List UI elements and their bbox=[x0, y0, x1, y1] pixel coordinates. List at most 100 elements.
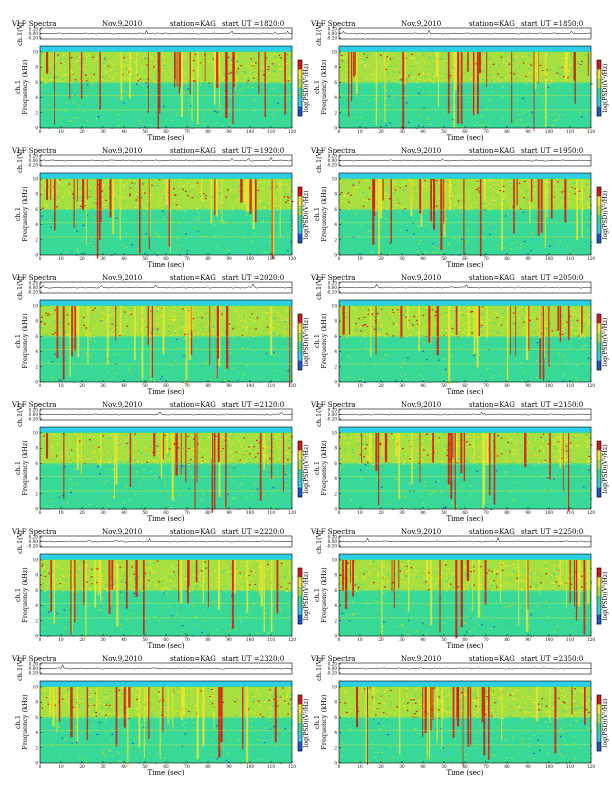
psd-cell bbox=[113, 192, 116, 194]
psd-cell bbox=[526, 91, 528, 94]
psd-cell bbox=[237, 112, 239, 114]
psd-cell bbox=[521, 250, 523, 252]
psd-cell bbox=[143, 358, 146, 360]
psd-cell bbox=[349, 247, 352, 249]
psd-cell bbox=[58, 80, 61, 82]
psd-cell bbox=[146, 200, 149, 202]
psd-cell bbox=[91, 344, 94, 346]
psd-cell bbox=[537, 240, 540, 242]
psd-cell bbox=[65, 114, 68, 116]
psd-cell bbox=[60, 58, 62, 60]
psd-cell bbox=[346, 233, 349, 235]
psd-cell bbox=[86, 84, 89, 86]
psd-cell bbox=[502, 77, 504, 80]
psd-cell bbox=[341, 200, 344, 202]
psd-cell bbox=[60, 190, 62, 192]
psd-cell bbox=[220, 244, 222, 246]
psd-cell bbox=[448, 124, 450, 126]
psd-cell bbox=[228, 123, 231, 125]
psd-cell bbox=[575, 92, 577, 94]
psd-cell bbox=[127, 70, 129, 72]
psd-cell bbox=[125, 310, 127, 313]
psd-cell bbox=[379, 54, 382, 56]
psd-cell bbox=[144, 94, 147, 96]
psd-cell bbox=[434, 245, 436, 247]
psd-cell bbox=[232, 210, 234, 212]
psd-cell bbox=[43, 204, 46, 206]
psd-cell bbox=[585, 127, 588, 130]
psd-cell bbox=[194, 343, 197, 345]
psd-cell bbox=[220, 369, 223, 371]
psd-cell bbox=[116, 205, 119, 207]
psd-cell bbox=[561, 214, 564, 216]
psd-cell bbox=[49, 220, 52, 222]
psd-cell bbox=[512, 239, 515, 241]
psd-cell bbox=[408, 75, 410, 77]
psd-cell bbox=[126, 246, 128, 248]
psd-cell bbox=[227, 189, 229, 191]
psd-cell bbox=[107, 205, 110, 207]
psd-cell bbox=[250, 372, 253, 374]
psd-cell bbox=[41, 83, 44, 85]
time-tick-label: 20 bbox=[79, 256, 85, 261]
psd-cell bbox=[64, 110, 67, 112]
psd-cell bbox=[202, 362, 205, 364]
psd-cell bbox=[409, 76, 412, 78]
psd-cell bbox=[542, 87, 545, 89]
psd-cell bbox=[85, 367, 87, 369]
psd-cell bbox=[114, 195, 117, 197]
psd-cell bbox=[63, 212, 66, 214]
time-tick-label: 100 bbox=[545, 256, 553, 261]
time-tick-label: 40 bbox=[121, 256, 127, 261]
psd-cell bbox=[74, 79, 77, 81]
psd-cell bbox=[180, 357, 182, 360]
psd-cell bbox=[133, 55, 135, 57]
sferic-streak bbox=[516, 179, 518, 206]
psd-cell bbox=[528, 54, 530, 57]
psd-cell bbox=[430, 243, 432, 245]
psd-cell bbox=[275, 58, 278, 60]
psd-cell bbox=[385, 251, 388, 253]
psd-cell bbox=[352, 183, 355, 185]
psd-cell bbox=[433, 240, 436, 242]
psd-cell bbox=[417, 108, 420, 110]
psd-cell bbox=[240, 251, 243, 253]
psd-cell bbox=[200, 341, 202, 343]
psd-cell bbox=[171, 317, 174, 319]
psd-cell bbox=[397, 127, 400, 129]
psd-cell bbox=[111, 246, 113, 248]
psd-cell bbox=[51, 320, 53, 322]
psd-cell bbox=[146, 80, 149, 82]
psd-cell bbox=[532, 81, 535, 84]
psd-cell bbox=[285, 77, 288, 79]
psd-cell bbox=[263, 74, 265, 76]
psd-cell bbox=[418, 73, 420, 75]
psd-cell bbox=[209, 367, 211, 369]
psd-cell bbox=[103, 62, 105, 65]
psd-cell bbox=[174, 351, 177, 353]
psd-cell bbox=[524, 112, 526, 114]
psd-cell bbox=[458, 72, 461, 74]
psd-cell bbox=[552, 124, 554, 126]
psd-cell bbox=[263, 378, 266, 380]
sferic-streak bbox=[382, 179, 384, 201]
psd-cell bbox=[239, 89, 241, 91]
psd-cell bbox=[575, 211, 577, 213]
psd-cell bbox=[537, 240, 540, 243]
psd-cell bbox=[467, 87, 469, 90]
psd-cell bbox=[507, 211, 509, 213]
psd-cell bbox=[549, 251, 552, 253]
psd-cell bbox=[466, 237, 469, 239]
psd-cell bbox=[82, 58, 85, 60]
psd-cell bbox=[148, 333, 151, 335]
psd-cell bbox=[493, 184, 495, 186]
psd-cell bbox=[93, 361, 95, 363]
psd-cell bbox=[152, 70, 155, 72]
psd-cell bbox=[339, 91, 341, 93]
psd-cell bbox=[355, 237, 357, 239]
psd-cell bbox=[483, 118, 486, 120]
psd-cell bbox=[276, 358, 279, 360]
psd-cell bbox=[254, 99, 257, 101]
psd-cell bbox=[260, 359, 263, 361]
psd-cell bbox=[571, 243, 574, 245]
